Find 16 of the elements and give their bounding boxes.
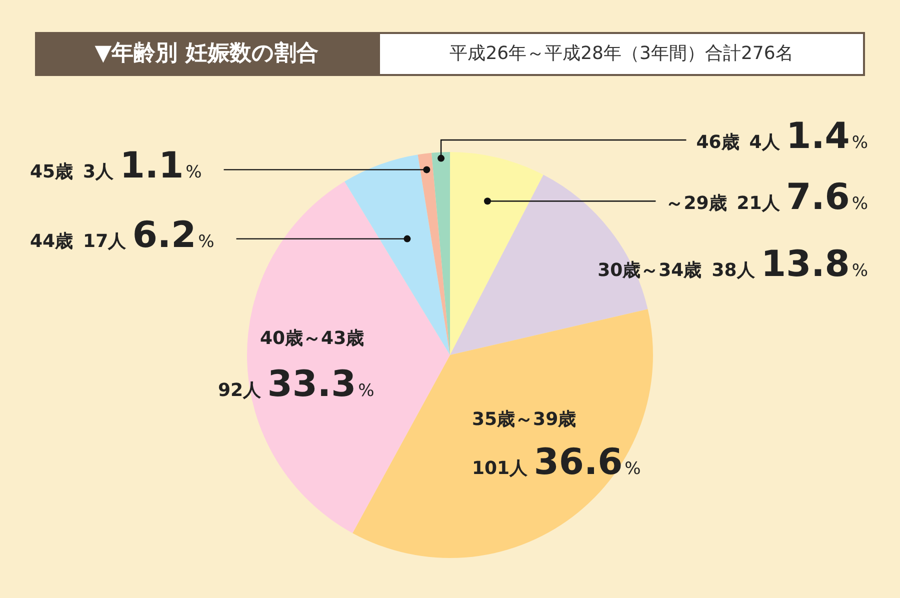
chart-subtitle: 平成26年～平成28年（3年間）合計276名 [378,32,865,76]
slice-label: 45歳 [30,162,74,183]
slice-label: 35歳～39歳 [472,409,576,430]
slice-label: 46歳 [696,132,740,153]
data-label: 101人 36.6% [472,442,641,483]
data-label: 17人 6.2% [83,214,214,256]
slice-label: ～29歳 [666,193,727,214]
data-label: 38人 13.8% [712,244,868,285]
slice-label: 40歳～43歳 [260,328,364,349]
chart-title: ▼年齢別 妊娠数の割合 [35,32,378,76]
data-label: 3人 1.1% [83,146,202,187]
data-label: 21人 7.6% [736,177,868,218]
data-label: 4人 1.4% [749,116,868,157]
slice-label: 30歳～34歳 [598,260,702,281]
data-label: 92人 33.3% [218,364,374,405]
slice-label: 44歳 [30,230,74,252]
